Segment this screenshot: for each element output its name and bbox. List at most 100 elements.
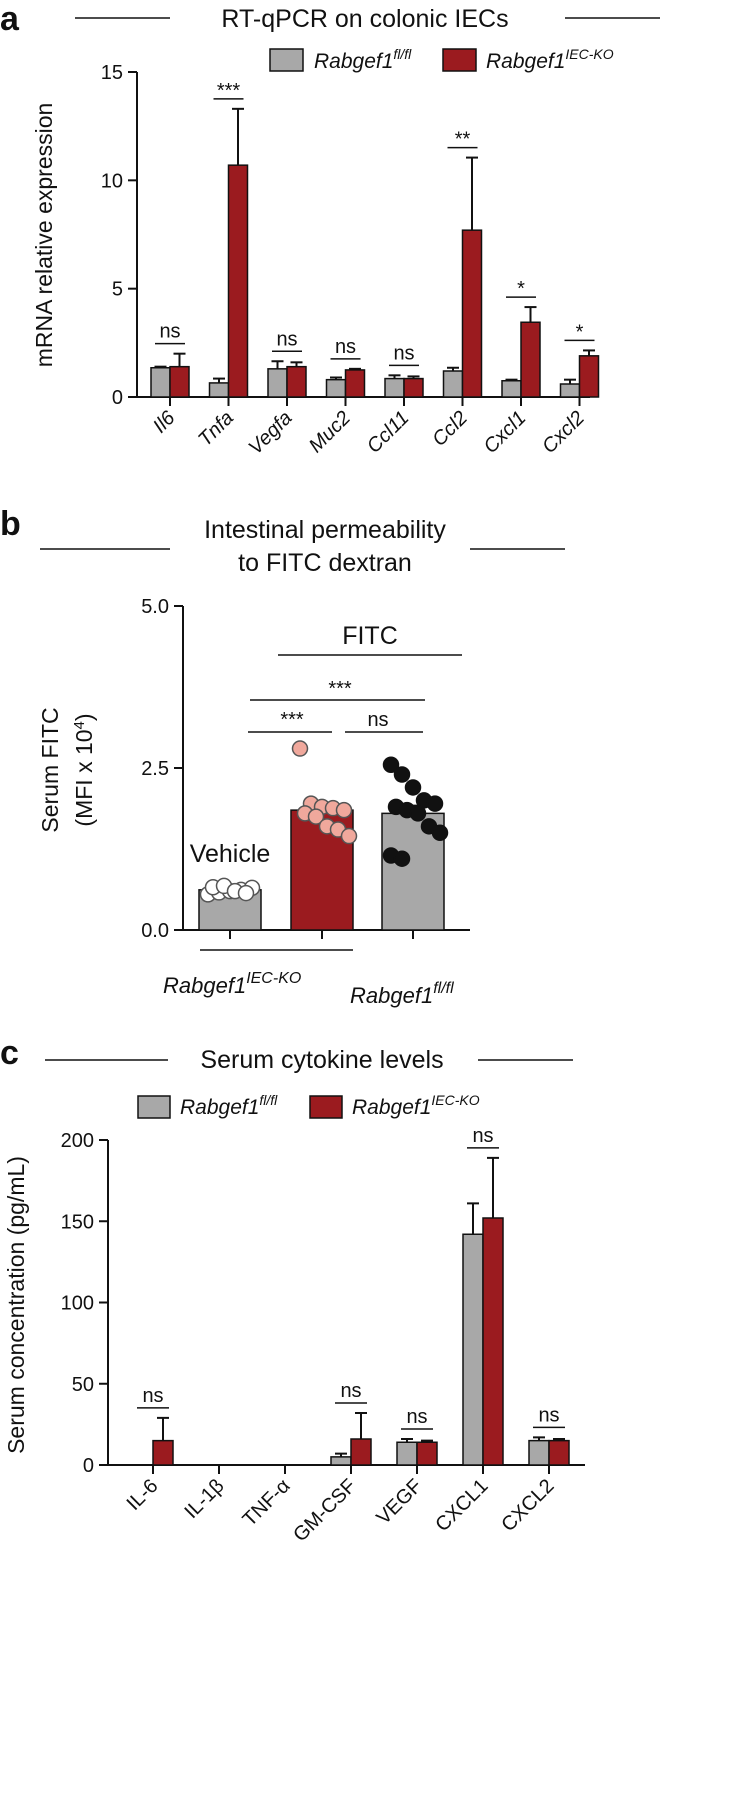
c-bar-ko-3: [350, 1438, 372, 1466]
c-xlabel-2: TNF-α: [239, 1475, 295, 1531]
y-ticks-c: 0 50 100 150 200: [61, 1130, 108, 1477]
panel-letter-a: a: [0, 0, 20, 38]
a-sig-3: ns: [335, 336, 356, 358]
y-ticks-b: 0.0 2.5 5.0: [141, 596, 183, 942]
a-ytick-label-3: 15: [101, 62, 123, 84]
c-sig-3: ns: [340, 1380, 361, 1402]
a-bar-ko-5: [461, 229, 483, 398]
b-point-fl-2: [404, 779, 422, 796]
y-axis-label-c: Serum concentration (pg/mL): [3, 1156, 29, 1454]
c-sig-5: ns: [472, 1125, 493, 1147]
panel-c-title: Serum cytokine levels: [200, 1046, 443, 1074]
c-bar-fl-6: [528, 1439, 550, 1466]
a-bar-ko-1: [227, 164, 249, 398]
x-labels-c: IL-6 IL-1β TNF-αGM-CSF VEGF CXCL1 CXCL2: [123, 1465, 559, 1546]
panel-letter-b: b: [0, 505, 21, 543]
a-xlabel-7: Cxcl2: [538, 407, 589, 458]
bars-b: [198, 740, 449, 939]
b-point-fl-4: [426, 795, 444, 812]
a-sig-4: ns: [393, 342, 414, 364]
a-xlabel-4: Ccl11: [363, 407, 414, 458]
y-ticks-a: 0 5 10 15: [101, 62, 137, 409]
y-axis-label-b-line1: Serum FITC: [37, 707, 63, 832]
a-bar-fl-6: [501, 380, 522, 398]
b-point-ko-6: [307, 808, 325, 825]
c-bar-ko-5: [482, 1217, 504, 1466]
group-label-fl: Rabgef1fl/fl: [350, 980, 454, 1008]
legend-label-ko-a: Rabgef1IEC-KO: [486, 46, 614, 73]
b-point-vehicle-8: [237, 884, 255, 902]
a-bar-fl-0: [150, 367, 171, 398]
a-bar-fl-1: [208, 382, 230, 398]
c-xlabel-1: IL-1β: [180, 1475, 228, 1523]
a-bar-ko-4: [403, 377, 424, 398]
c-sig-6: ns: [538, 1404, 559, 1426]
b-point-ko-0: [291, 740, 309, 757]
a-bar-ko-3: [344, 369, 366, 398]
c-bar-ko-6: [548, 1439, 570, 1466]
a-xlabel-0: Il6: [149, 406, 180, 437]
b-ytick-label-1: 2.5: [141, 758, 169, 780]
c-xlabel-4: VEGF: [372, 1475, 426, 1529]
a-sig-1: ***: [217, 80, 241, 102]
legend-swatch-ko-a: [442, 48, 477, 72]
c-bar-fl-3: [330, 1456, 352, 1466]
c-bar-fl-4: [396, 1441, 418, 1466]
c-ytick-label-4: 200: [61, 1130, 94, 1152]
sig-ko-vs-fl: ns: [367, 709, 388, 731]
c-ytick-label-3: 150: [61, 1211, 94, 1233]
legend-label-ko-c: Rabgef1IEC-KO: [352, 1092, 480, 1119]
panel-c: c Serum cytokine levels Rabgef1fl/fl Rab…: [0, 1034, 585, 1546]
c-ytick-label-2: 100: [61, 1293, 94, 1315]
c-sig-4: ns: [406, 1406, 427, 1428]
c-sig-0: ns: [142, 1385, 163, 1407]
bars-a: ns***ns ns ns****: [150, 80, 600, 398]
c-xlabel-5: CXCL1: [431, 1475, 492, 1536]
a-xlabel-1: Tnfa: [194, 407, 238, 451]
a-ytick-label-2: 10: [101, 170, 123, 192]
a-sig-0: ns: [159, 321, 180, 343]
a-bar-ko-6: [520, 321, 541, 398]
c-bar-fl-5: [462, 1233, 484, 1466]
group-label-ko: Rabgef1IEC-KO: [163, 970, 301, 998]
panel-b-title-line1: Intestinal permeability: [204, 516, 446, 544]
panel-b: b Intestinal permeability to FITC dextra…: [0, 505, 565, 1008]
b-ytick-label-2: 5.0: [141, 596, 169, 618]
y-axis-label-b-line2: (MFI x 104): [71, 713, 97, 826]
b-point-fl-0: [382, 756, 400, 774]
a-sig-6: *: [517, 278, 525, 300]
c-bar-ko-4: [416, 1441, 438, 1466]
legend-swatch-fl-a: [269, 48, 304, 72]
b-point-fl-9: [431, 824, 449, 842]
y-axis-label-a: mRNA relative expression: [31, 103, 57, 368]
a-bar-ko-2: [286, 365, 307, 398]
b-point-ko-4: [335, 801, 353, 819]
c-ytick-label-1: 50: [72, 1374, 94, 1396]
panel-a-title: RT-qPCR on colonic IECs: [221, 5, 508, 33]
b-point-fl-1: [393, 766, 411, 783]
a-xlabel-3: Muc2: [305, 407, 355, 457]
b-ytick-label-0: 0.0: [141, 920, 169, 942]
a-bar-fl-3: [325, 378, 347, 398]
b-point-fl-11: [393, 850, 411, 867]
legend-label-fl-c: Rabgef1fl/fl: [180, 1092, 278, 1119]
sig-vehicle-vs-ko: ***: [280, 709, 304, 731]
a-ytick-label-1: 5: [112, 279, 123, 301]
legend-swatch-ko-c: [309, 1095, 343, 1119]
sig-vehicle-vs-fl: ***: [328, 678, 352, 700]
bars-c: ns ns ns ns ns: [137, 1125, 570, 1466]
panel-letter-c: c: [0, 1034, 19, 1072]
a-sig-7: *: [576, 321, 584, 343]
a-sig-2: ns: [276, 328, 297, 350]
a-bar-ko-7: [578, 355, 600, 398]
panel-b-title-line2: to FITC dextran: [238, 549, 412, 577]
a-bar-ko-0: [169, 365, 190, 398]
legend-label-fl-a: Rabgef1fl/fl: [314, 46, 412, 73]
x-labels-a: Il6 Tnfa Vegfa Muc2 Ccl11 Ccl2 Cxcl1 Cxcl2: [149, 397, 589, 459]
a-xlabel-6: Cxcl1: [480, 407, 531, 458]
c-ytick-label-0: 0: [83, 1455, 94, 1477]
c-xlabel-6: CXCL2: [497, 1475, 558, 1536]
legend-swatch-fl-c: [137, 1095, 171, 1119]
a-ytick-label-0: 0: [112, 387, 123, 409]
c-xlabel-0: IL-6: [123, 1475, 163, 1515]
